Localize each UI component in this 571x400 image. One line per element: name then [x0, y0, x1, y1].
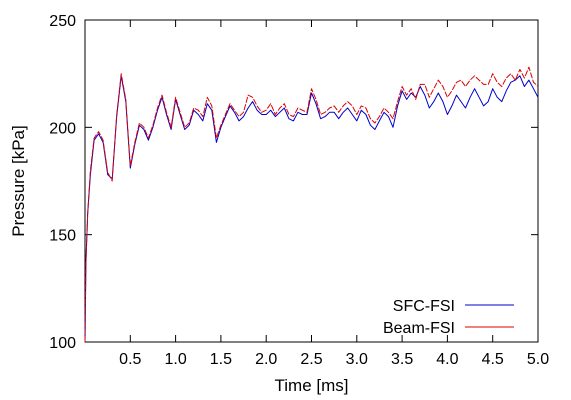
x-tick-label: 1.0	[164, 351, 186, 368]
series-line-sfc-fsi	[84, 75, 539, 343]
x-tick-label: 0.5	[119, 351, 141, 368]
x-tick-label: 2.5	[300, 351, 322, 368]
legend-label-sfc-fsi: SFC-FSI	[393, 298, 455, 315]
x-tick-label: 4.5	[482, 351, 504, 368]
y-tick-label: 200	[49, 120, 76, 137]
x-tick-label: 4.0	[436, 351, 458, 368]
x-tick-label: 2.0	[255, 351, 277, 368]
x-tick-label: 3.5	[391, 351, 413, 368]
legend-label-beam-fsi: Beam-FSI	[383, 320, 455, 337]
y-tick-label: 100	[49, 335, 76, 352]
x-tick-label: 1.5	[210, 351, 232, 368]
x-axis-label: Time [ms]	[275, 376, 349, 395]
y-tick-label: 250	[49, 13, 76, 30]
y-tick-label: 150	[49, 228, 76, 245]
x-tick-label: 3.0	[346, 351, 368, 368]
x-tick-label: 5.0	[527, 351, 549, 368]
plot-frame	[84, 19, 539, 343]
y-axis-label: Pressure [kPa]	[9, 125, 28, 237]
series-line-beam-fsi	[84, 66, 539, 343]
